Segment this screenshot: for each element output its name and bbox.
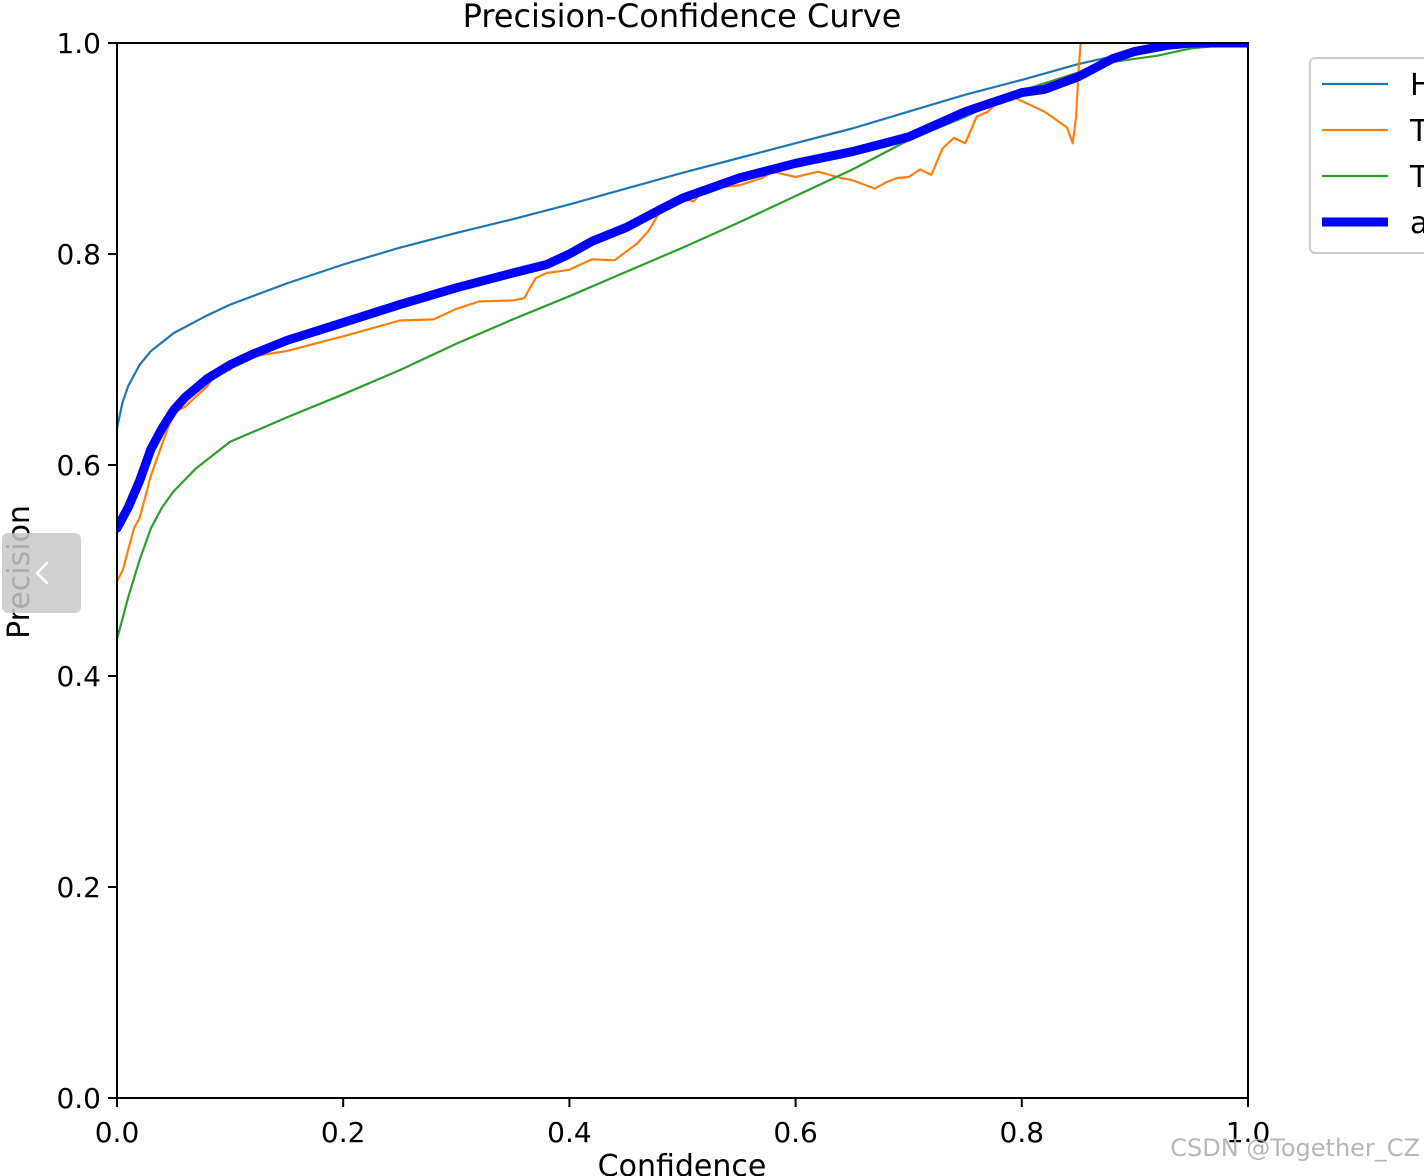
y-tick-label: 0.8: [56, 238, 101, 271]
x-tick-label: 0.8: [1000, 1116, 1045, 1149]
y-tick-label: 0.4: [56, 660, 101, 693]
back-button[interactable]: [2, 533, 81, 613]
legend-box: [1309, 57, 1424, 254]
x-axis-label: Confidence: [598, 1149, 767, 1176]
plot-frame: [116, 42, 1249, 1099]
series-line-0: [117, 43, 1248, 430]
x-tick-label: 0.6: [773, 1116, 818, 1149]
chart-title: Precision-Confidence Curve: [463, 0, 902, 35]
legend-label-2: T: [1409, 160, 1424, 195]
legend-label-1: T: [1409, 114, 1424, 149]
series-line-1: [117, 43, 1248, 583]
series-lines: [117, 43, 1248, 641]
chevron-left-icon: [33, 560, 51, 586]
y-tick-label: 1.0: [56, 27, 101, 60]
series-line-3: [117, 43, 1248, 533]
x-tick-label: 0.2: [321, 1116, 366, 1149]
x-tick-label: 0.4: [547, 1116, 592, 1149]
legend-label-3: a: [1410, 206, 1424, 241]
y-tick-label: 0.6: [56, 449, 101, 482]
axis-ticks: 0.0 0.2 0.4 0.6 0.8 1.0 0.0 0.2 0.4 0.6 0.8 1.0: [56, 27, 1270, 1149]
y-tick-label: 0.0: [56, 1082, 101, 1115]
x-tick-label: 1.0: [1226, 1116, 1271, 1149]
watermark: CSDN @Together_CZ: [1170, 1134, 1420, 1162]
legend-label-0: H: [1410, 68, 1424, 103]
x-tick-label: 0.0: [95, 1116, 140, 1149]
y-tick-label: 0.2: [56, 871, 101, 904]
